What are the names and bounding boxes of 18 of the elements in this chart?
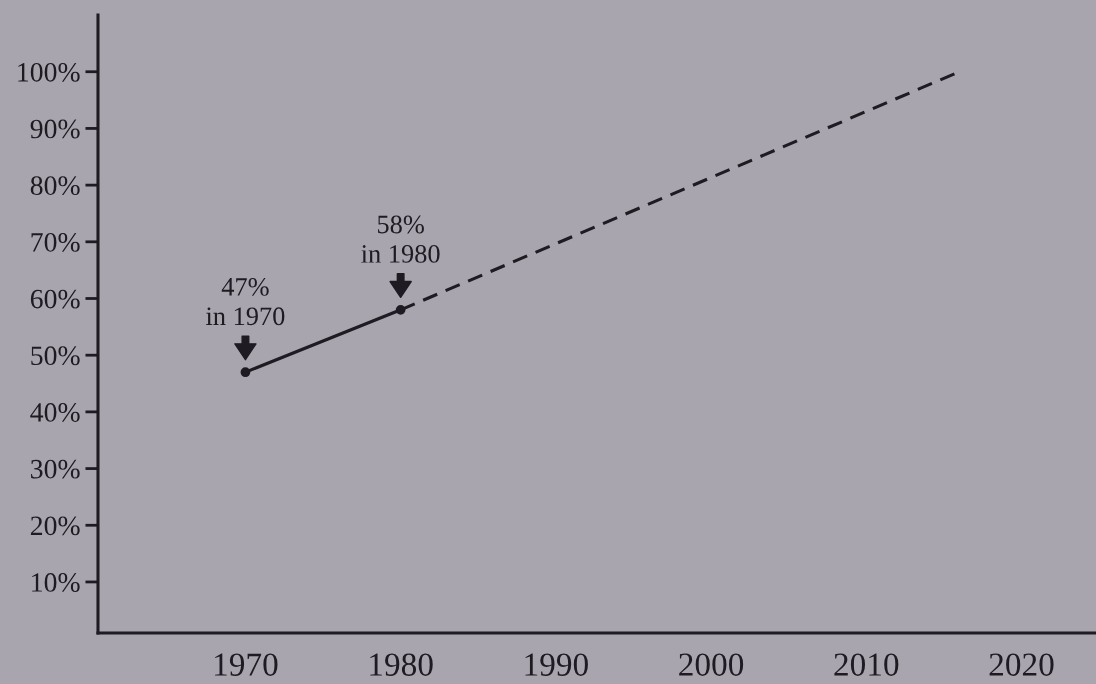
x-tick-label: 2020 [989, 653, 1054, 676]
annotation: 47% in 1970 [206, 277, 285, 326]
y-tick-label: 40% [30, 403, 80, 422]
x-tick-label: 1990 [525, 653, 588, 676]
x-tick-label: 1970 [215, 653, 278, 676]
y-tick-label: 60% [30, 289, 80, 309]
y-tick-label: 10% [32, 573, 80, 592]
y-tick-label: 20% [30, 516, 80, 536]
annotation: 58% in 1980 [361, 215, 440, 263]
x-tick-label: 1980 [370, 653, 433, 676]
y-tick-label: 90% [30, 119, 80, 139]
x-tick-label: 2000 [679, 653, 744, 676]
x-tick-label: 2010 [834, 653, 899, 676]
y-tick-label: 70% [31, 232, 80, 252]
y-tick-label: 80% [30, 176, 80, 196]
y-tick-label: 100% [18, 62, 80, 82]
y-tick-label: 50% [31, 346, 80, 366]
y-tick-label: 30% [31, 459, 80, 479]
